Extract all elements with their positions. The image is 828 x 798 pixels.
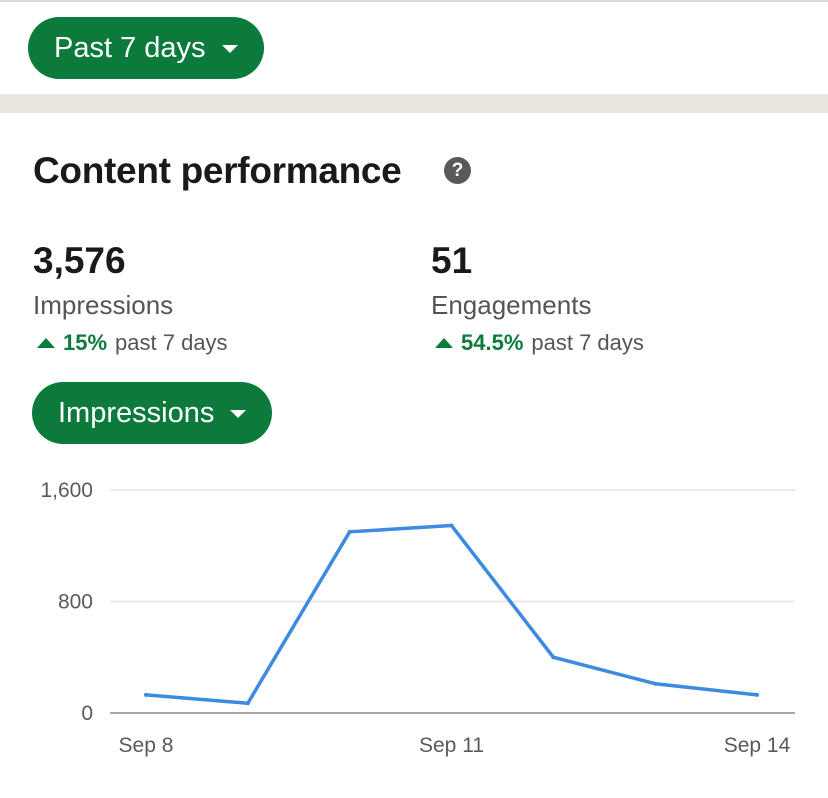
- chart-x-tick-label: Sep 14: [724, 734, 791, 757]
- chart-y-tick-label: 800: [58, 591, 93, 614]
- chart-data-point[interactable]: [144, 692, 148, 697]
- engagements-change: 54.5% past 7 days: [435, 330, 644, 356]
- chart-data-point[interactable]: [449, 523, 454, 528]
- section-divider: [0, 94, 828, 113]
- chart-y-ticks: 0 800 1,600: [40, 479, 93, 725]
- impressions-change-pct: 15%: [63, 330, 108, 355]
- chart-data-point[interactable]: [347, 529, 352, 534]
- chart-data-point[interactable]: [551, 655, 556, 660]
- chart-series: [144, 523, 759, 706]
- engagements-label: Engagements: [431, 290, 592, 320]
- content-performance-card: [0, 113, 828, 798]
- caret-down-icon: [221, 45, 238, 53]
- chart-gridlines: [110, 489, 795, 714]
- date-range-label: Past 7 days: [54, 31, 206, 64]
- chart-x-tick-label: Sep 8: [119, 734, 174, 757]
- help-icon[interactable]: ?: [444, 157, 471, 184]
- caret-down-icon: [230, 410, 247, 418]
- chart-data-point[interactable]: [653, 681, 658, 686]
- chart-y-tick-label: 0: [81, 702, 93, 725]
- triangle-up-icon: [435, 338, 453, 348]
- impressions-change-period: past 7 days: [115, 330, 228, 355]
- impressions-label: Impressions: [33, 290, 174, 320]
- date-range-dropdown[interactable]: Past 7 days: [28, 17, 264, 79]
- chart-data-point[interactable]: [245, 701, 250, 706]
- section-title: Content performance: [33, 150, 402, 191]
- chart-y-tick-label: 1,600: [40, 479, 93, 502]
- metric-dropdown-label: Impressions: [58, 396, 215, 429]
- impressions-value: 3,576: [33, 240, 126, 281]
- impressions-change: 15% past 7 days: [37, 330, 228, 356]
- triangle-up-icon: [37, 338, 55, 348]
- chart-x-ticks: Sep 8 Sep 11 Sep 14: [119, 734, 791, 757]
- chart-series-line: [144, 523, 759, 705]
- impressions-line-chart: 0 800 1,600 Sep 8 Sep 11 Sep 14: [40, 479, 795, 757]
- engagements-change-period: past 7 days: [531, 330, 644, 355]
- chart-data-point[interactable]: [755, 692, 759, 697]
- engagements-value: 51: [431, 240, 473, 281]
- chart-x-tick-label: Sep 11: [419, 734, 484, 757]
- engagements-change-pct: 54.5%: [461, 330, 524, 355]
- metric-dropdown[interactable]: Impressions: [32, 382, 273, 444]
